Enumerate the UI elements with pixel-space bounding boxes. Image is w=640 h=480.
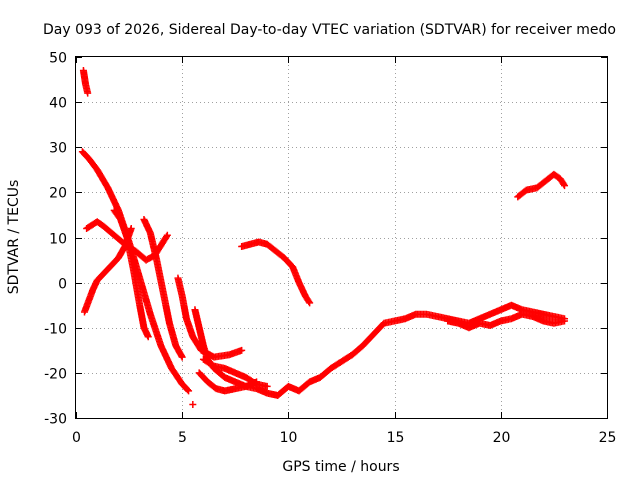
data-point (561, 182, 569, 190)
data-point (178, 353, 186, 361)
y-tick-label: 10 (49, 232, 67, 248)
y-tick-label: 0 (58, 277, 67, 293)
x-tick-label: 10 (280, 430, 298, 446)
data-point (560, 180, 568, 188)
x-axis-label: GPS time / hours (282, 459, 399, 475)
series-arc14 (514, 170, 569, 201)
y-tick-label: -30 (44, 412, 67, 428)
data-point (305, 298, 313, 306)
data-series (78, 67, 569, 408)
data-point (162, 233, 170, 241)
data-point (84, 89, 92, 97)
x-tick-label: 5 (178, 430, 187, 446)
series-arc2 (78, 148, 193, 395)
data-point (184, 386, 192, 394)
data-point (144, 333, 152, 341)
data-point (263, 382, 271, 390)
series-arc8 (189, 400, 197, 408)
y-tick-label: 50 (49, 51, 67, 67)
y-axis-label: SDTVAR / TECUs (6, 180, 22, 295)
chart-title: Day 093 of 2026, Sidereal Day-to-day VTE… (43, 22, 616, 38)
y-tick-labels: -30 -20 -10 0 10 20 30 40 50 (44, 51, 67, 428)
y-tick-label: -20 (44, 367, 67, 383)
x-tick-label: 0 (72, 430, 81, 446)
data-point (163, 231, 171, 239)
y-tick-label: -10 (44, 322, 67, 338)
series-arc7 (174, 274, 246, 361)
data-point (561, 317, 569, 325)
series-arc6 (140, 215, 186, 361)
series-arc5 (110, 206, 152, 341)
x-tick-label: 20 (493, 430, 511, 446)
data-point (238, 346, 246, 354)
x-tick-label: 25 (599, 430, 617, 446)
y-tick-label: 40 (49, 96, 67, 112)
data-point (306, 299, 314, 307)
series-arc1 (79, 67, 92, 97)
series-arc11 (199, 355, 271, 390)
y-tick-label: 20 (49, 186, 67, 202)
data-point (185, 387, 193, 395)
series-arc13 (444, 310, 569, 332)
data-point (189, 400, 197, 408)
x-tick-label: 15 (387, 430, 405, 446)
plot-frame (75, 56, 608, 419)
x-tick-labels: 0 5 10 15 20 25 (72, 430, 616, 446)
series-arc12 (238, 238, 314, 307)
y-tick-label: 30 (49, 141, 67, 157)
data-point (127, 224, 135, 232)
